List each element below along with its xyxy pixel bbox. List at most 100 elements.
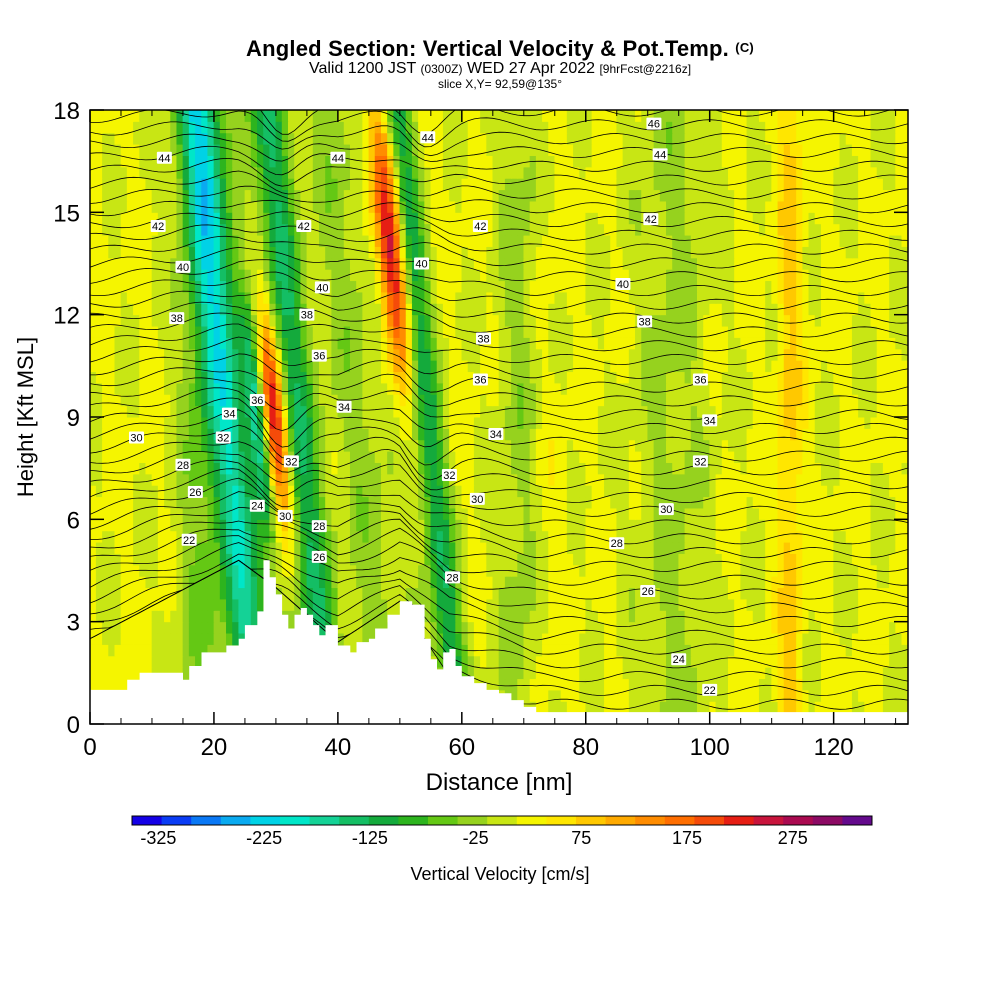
velocity-cell [442, 564, 450, 577]
velocity-cell [808, 689, 816, 702]
velocity-cell [851, 609, 859, 623]
velocity-cell [201, 314, 209, 327]
velocity-cell [430, 393, 438, 407]
velocity-cell [604, 348, 612, 361]
velocity-cell [796, 644, 804, 657]
velocity-cell [808, 519, 816, 532]
velocity-cell [461, 496, 469, 509]
velocity-cell [511, 348, 519, 361]
velocity-cell [467, 439, 475, 452]
velocity-cell [870, 439, 878, 452]
velocity-cell [734, 359, 742, 373]
velocity-cell [901, 405, 908, 418]
velocity-cell [529, 530, 537, 543]
velocity-cell [207, 416, 215, 429]
velocity-cell [845, 553, 853, 566]
velocity-cell [851, 564, 859, 577]
velocity-cell [504, 314, 512, 327]
velocity-cell [387, 428, 395, 441]
velocity-cell [188, 439, 196, 452]
velocity-cell [752, 302, 760, 316]
velocity-cell [368, 405, 376, 418]
velocity-cell [238, 450, 246, 463]
velocity-cell [659, 359, 667, 373]
velocity-cell [90, 348, 97, 361]
velocity-cell [548, 439, 556, 452]
velocity-cell [213, 371, 221, 384]
velocity-cell [120, 632, 128, 645]
velocity-cell [269, 302, 277, 316]
velocity-cell [789, 666, 797, 680]
velocity-cell [120, 337, 128, 350]
velocity-cell [455, 519, 463, 532]
velocity-cell [789, 462, 797, 475]
velocity-cell [678, 359, 686, 373]
velocity-cell [684, 541, 692, 554]
velocity-cell [430, 428, 438, 441]
velocity-cell [232, 564, 240, 577]
velocity-cell [548, 666, 556, 680]
velocity-cell [399, 519, 407, 532]
velocity-cell [232, 439, 240, 452]
velocity-cell [424, 382, 432, 395]
velocity-cell [703, 587, 711, 600]
velocity-cell [312, 564, 320, 577]
velocity-cell [126, 507, 134, 520]
velocity-cell [560, 609, 568, 623]
velocity-cell [802, 575, 810, 589]
velocity-cell [591, 416, 599, 429]
velocity-cell [486, 348, 494, 361]
velocity-cell [647, 462, 655, 475]
velocity-cell [672, 632, 680, 645]
velocity-cell [833, 587, 841, 600]
velocity-cell [418, 302, 426, 316]
velocity-cell [864, 473, 872, 486]
velocity-cell [703, 655, 711, 668]
velocity-cell [473, 393, 481, 407]
velocity-cell [727, 507, 735, 520]
velocity-cell [585, 496, 593, 509]
velocity-cell [635, 655, 643, 668]
velocity-cell [486, 587, 494, 600]
velocity-cell [771, 519, 779, 532]
velocity-cell [238, 371, 246, 384]
velocity-cell [455, 382, 463, 395]
velocity-cell [573, 325, 581, 338]
velocity-cell [697, 348, 704, 361]
velocity-cell [901, 678, 908, 691]
velocity-cell [721, 553, 729, 566]
velocity-cell [393, 450, 401, 463]
velocity-cell [449, 632, 457, 645]
velocity-cell [777, 621, 785, 634]
velocity-cell [653, 564, 661, 577]
velocity-cell [517, 689, 525, 702]
velocity-cell [170, 302, 178, 316]
velocity-cell [380, 621, 388, 634]
velocity-cell [201, 496, 209, 509]
velocity-cell [734, 507, 742, 520]
velocity-cell [901, 587, 908, 600]
velocity-cell [548, 678, 556, 691]
velocity-cell [133, 530, 141, 543]
velocity-cell [604, 587, 612, 600]
velocity-cell [876, 575, 884, 589]
velocity-cell [145, 393, 153, 407]
velocity-cell [418, 564, 426, 577]
velocity-cell [504, 644, 512, 657]
velocity-cell [411, 553, 419, 566]
velocity-cell [157, 541, 165, 554]
velocity-cell [219, 462, 227, 475]
velocity-cell [628, 530, 636, 543]
velocity-cell [176, 519, 184, 532]
velocity-cell [604, 405, 612, 418]
velocity-cell [864, 621, 872, 634]
velocity-cell [102, 598, 110, 611]
velocity-cell [399, 314, 407, 327]
velocity-cell [771, 496, 779, 509]
velocity-cell [628, 598, 636, 611]
velocity-cell [542, 291, 550, 304]
velocity-cell [876, 382, 884, 395]
velocity-cell [771, 462, 779, 475]
velocity-cell [374, 462, 382, 475]
velocity-cell [411, 473, 419, 486]
